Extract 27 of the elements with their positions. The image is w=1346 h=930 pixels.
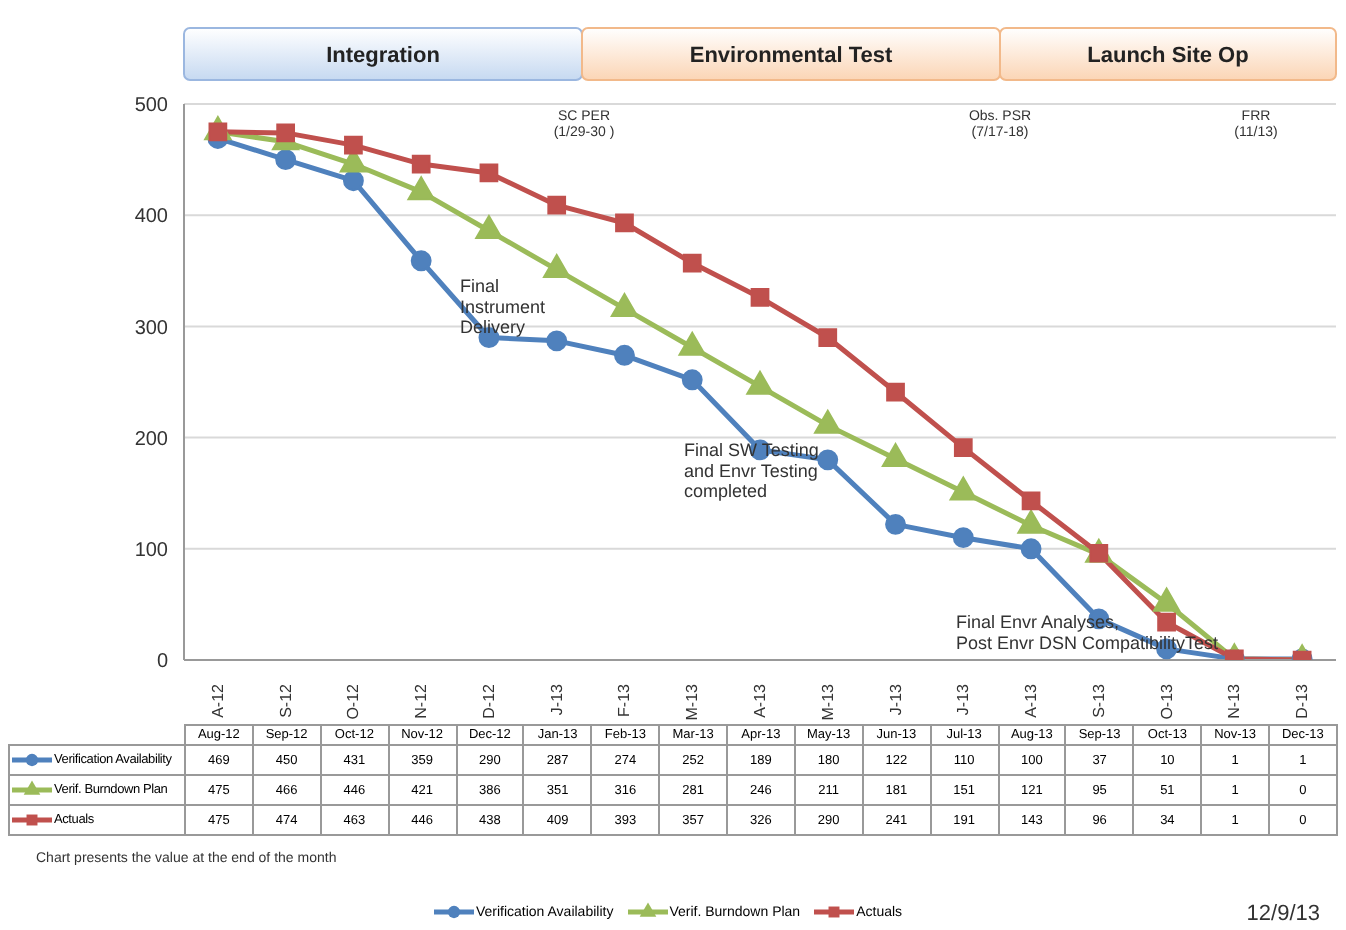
x-tick-label: S-13 — [1089, 682, 1108, 718]
x-tick-label: O-12 — [344, 682, 363, 720]
x-tick-label: A-13 — [1022, 682, 1041, 718]
x-tick-label: N-12 — [412, 682, 431, 719]
text: Environmental Test — [689, 44, 893, 68]
x-tick-label: D-12 — [479, 682, 498, 719]
x-tick-label: A-12 — [208, 682, 227, 718]
x-tick-label: M-13 — [683, 682, 702, 721]
x-tick-label: N-13 — [1225, 682, 1244, 719]
text: Integration — [326, 44, 441, 68]
text: Launch Site Op — [1087, 44, 1250, 68]
y-tick-label: 300 — [134, 317, 169, 340]
text: 12/9/13 — [1246, 902, 1320, 926]
x-tick-label: S-12 — [276, 682, 295, 718]
y-tick-label: 100 — [134, 539, 169, 562]
x-tick-label: M-13 — [818, 682, 837, 721]
x-tick-label: O-13 — [1157, 682, 1176, 720]
y-tick-label: 0 — [156, 651, 169, 674]
x-tick-label: D-13 — [1293, 682, 1312, 719]
x-tick-label: F-13 — [615, 682, 634, 717]
x-tick-label: J-13 — [954, 682, 973, 716]
x-tick-label: J-13 — [886, 682, 905, 716]
y-tick-label: 200 — [134, 428, 169, 451]
y-tick-label: 500 — [134, 95, 169, 118]
x-tick-label: J-13 — [547, 682, 566, 716]
y-tick-label: 400 — [134, 206, 169, 229]
x-tick-label: A-13 — [751, 682, 769, 718]
